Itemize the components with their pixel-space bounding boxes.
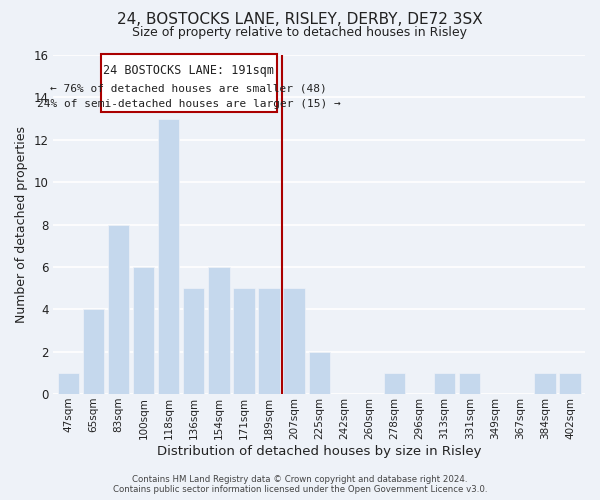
Text: 24, BOSTOCKS LANE, RISLEY, DERBY, DE72 3SX: 24, BOSTOCKS LANE, RISLEY, DERBY, DE72 3…	[117, 12, 483, 28]
Bar	[83, 310, 104, 394]
Bar	[534, 373, 556, 394]
Y-axis label: Number of detached properties: Number of detached properties	[15, 126, 28, 323]
Bar	[133, 267, 154, 394]
Bar	[158, 118, 179, 394]
Bar	[434, 373, 455, 394]
Bar	[308, 352, 330, 394]
Text: Size of property relative to detached houses in Risley: Size of property relative to detached ho…	[133, 26, 467, 39]
Bar	[283, 288, 305, 394]
Bar	[208, 267, 230, 394]
Bar	[183, 288, 205, 394]
Text: 24 BOSTOCKS LANE: 191sqm: 24 BOSTOCKS LANE: 191sqm	[103, 64, 274, 78]
Text: Contains public sector information licensed under the Open Government Licence v3: Contains public sector information licen…	[113, 485, 487, 494]
Bar	[459, 373, 481, 394]
Bar	[58, 373, 79, 394]
Text: ← 76% of detached houses are smaller (48): ← 76% of detached houses are smaller (48…	[50, 83, 327, 93]
Text: Contains HM Land Registry data © Crown copyright and database right 2024.: Contains HM Land Registry data © Crown c…	[132, 474, 468, 484]
Bar	[108, 224, 129, 394]
Bar	[559, 373, 581, 394]
Bar	[233, 288, 254, 394]
X-axis label: Distribution of detached houses by size in Risley: Distribution of detached houses by size …	[157, 444, 481, 458]
Bar	[259, 288, 280, 394]
Text: 24% of semi-detached houses are larger (15) →: 24% of semi-detached houses are larger (…	[37, 100, 341, 110]
Bar	[384, 373, 405, 394]
